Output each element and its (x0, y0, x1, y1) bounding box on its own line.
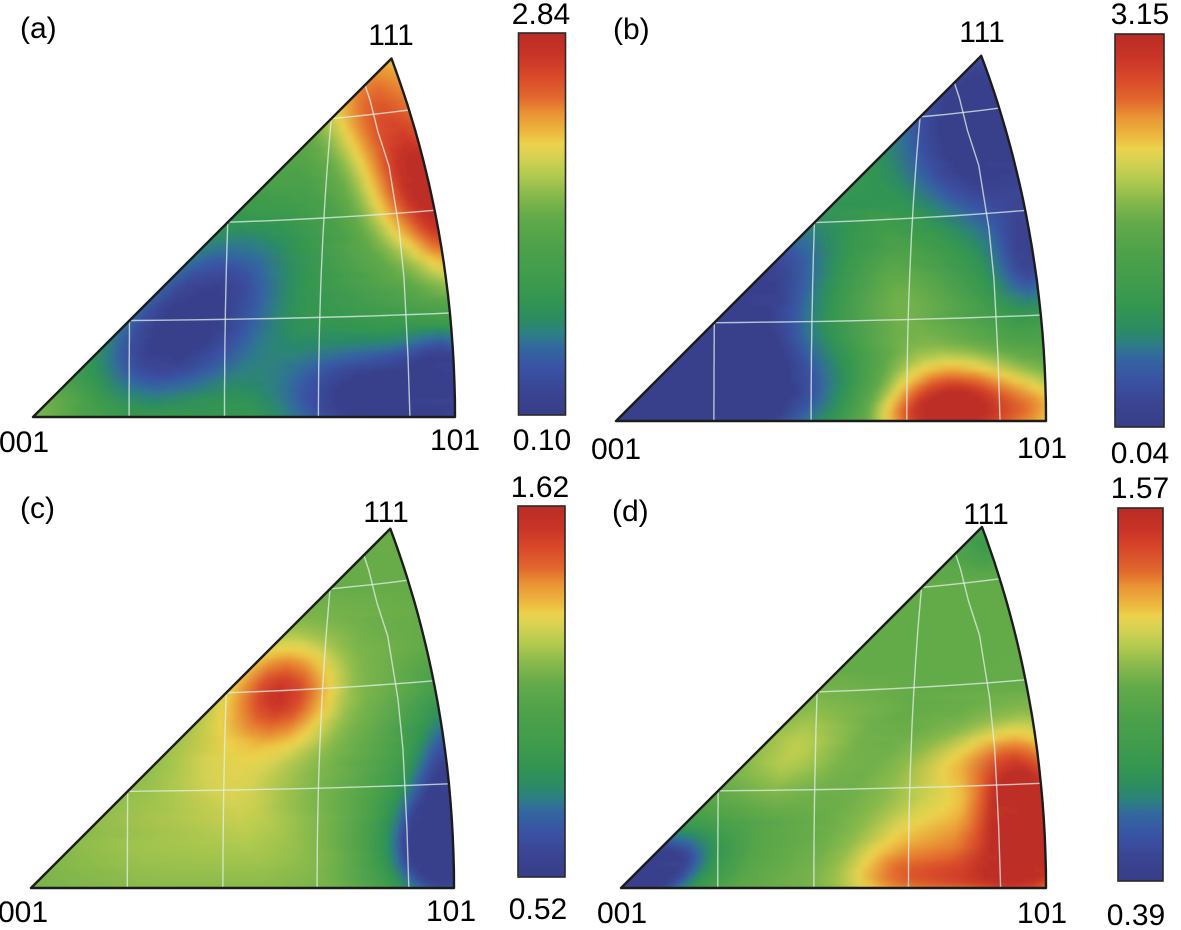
svg-text:1.57: 1.57 (1111, 472, 1169, 505)
svg-text:101: 101 (1017, 432, 1067, 465)
svg-text:001: 001 (597, 897, 647, 930)
svg-text:001: 001 (0, 896, 48, 929)
svg-text:111: 111 (363, 496, 409, 529)
svg-text:101: 101 (430, 424, 480, 457)
svg-text:1.62: 1.62 (511, 471, 569, 504)
svg-text:001: 001 (0, 426, 49, 459)
svg-text:101: 101 (1017, 897, 1067, 930)
svg-text:(a): (a) (20, 12, 57, 45)
svg-text:111: 111 (368, 19, 414, 52)
svg-text:0.10: 0.10 (513, 424, 571, 457)
svg-text:101: 101 (426, 895, 476, 928)
svg-text:001: 001 (591, 433, 641, 466)
svg-text:111: 111 (963, 498, 1009, 531)
svg-text:0.04: 0.04 (1111, 437, 1169, 470)
svg-text:0.39: 0.39 (1107, 899, 1165, 930)
svg-text:3.15: 3.15 (1111, 0, 1169, 31)
svg-text:111: 111 (959, 16, 1005, 49)
svg-text:0.52: 0.52 (509, 893, 567, 926)
svg-text:2.84: 2.84 (512, 0, 570, 31)
svg-text:(b): (b) (613, 13, 650, 46)
svg-text:(d): (d) (612, 495, 649, 528)
svg-text:(c): (c) (20, 492, 55, 525)
